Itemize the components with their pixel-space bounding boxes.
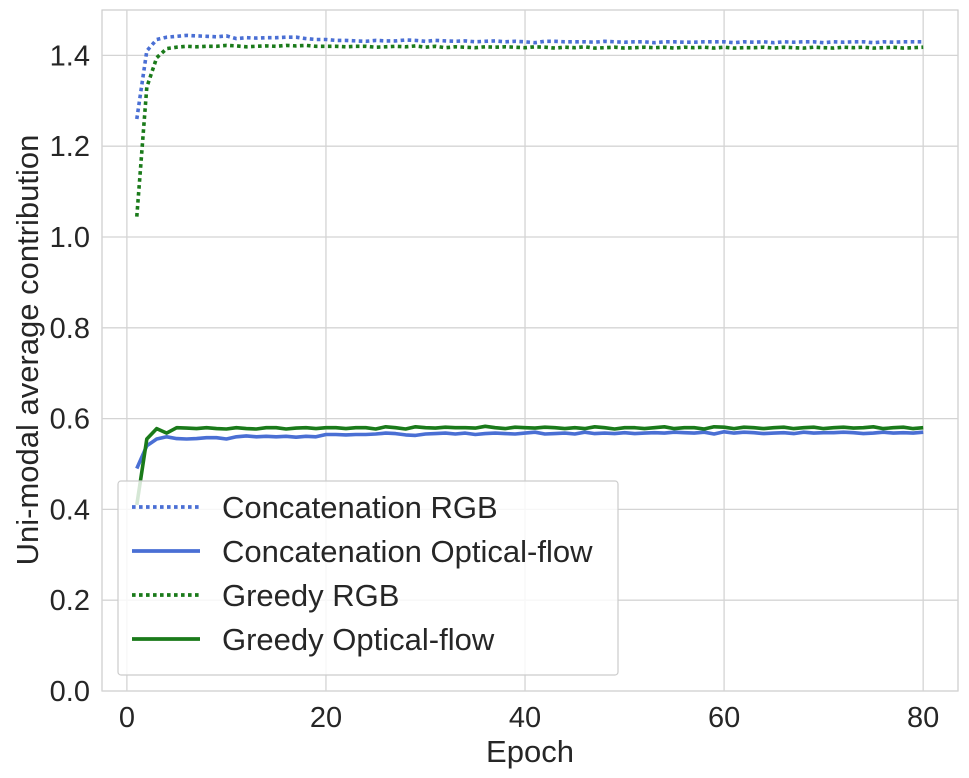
x-tick-label: 40 <box>509 702 541 734</box>
x-tick-label: 20 <box>310 702 342 734</box>
y-tick-label: 1.0 <box>50 222 90 254</box>
series-line-3 <box>135 43 924 217</box>
legend-label: Concatenation RGB <box>222 490 498 525</box>
x-tick-label: 0 <box>119 702 135 734</box>
series-line-1 <box>135 33 924 120</box>
y-axis-label: Uni-modal average contribution <box>10 135 45 566</box>
y-tick-label: 0.0 <box>50 676 90 708</box>
y-tick-label: 0.2 <box>50 585 90 617</box>
y-tick-label: 0.4 <box>50 494 90 526</box>
y-tick-label: 1.2 <box>50 131 90 163</box>
x-tick-label: 60 <box>708 702 740 734</box>
y-tick-label: 0.6 <box>50 404 90 436</box>
x-tick-label: 80 <box>907 702 939 734</box>
legend-label: Greedy RGB <box>222 578 399 613</box>
series-line-2 <box>135 429 924 470</box>
legend-label: Greedy Optical-flow <box>222 622 495 657</box>
series-lines <box>135 33 924 506</box>
y-tick-label: 1.4 <box>50 40 90 72</box>
legend-frame <box>117 480 619 676</box>
legend-label: Concatenation Optical-flow <box>222 534 593 569</box>
y-tick-label: 0.8 <box>50 313 90 345</box>
x-axis-label: Epoch <box>486 734 574 769</box>
tick-labels: 0 20 40 60 80 0.0 0.2 0.4 0.6 0.8 1.0 1.2 1.4 <box>50 40 940 734</box>
series-line-4 <box>135 424 924 506</box>
legend: Concatenation RGB Concatenation Optical-f… <box>117 480 619 676</box>
